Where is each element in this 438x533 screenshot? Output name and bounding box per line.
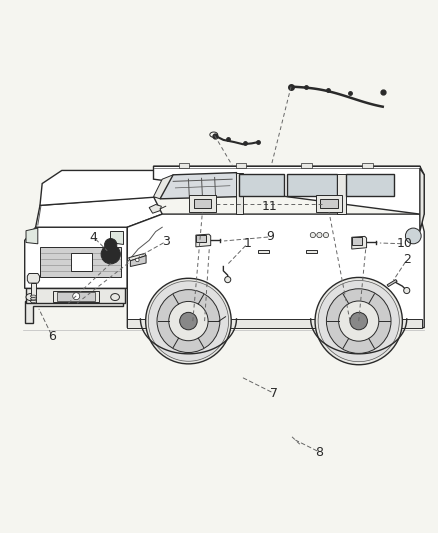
Polygon shape [127, 319, 422, 328]
Polygon shape [40, 171, 162, 205]
Polygon shape [196, 235, 206, 243]
Circle shape [225, 277, 231, 282]
Polygon shape [362, 163, 373, 168]
Circle shape [350, 312, 367, 330]
Ellipse shape [30, 300, 36, 303]
Circle shape [323, 232, 328, 238]
Polygon shape [153, 175, 175, 199]
Text: 4: 4 [90, 231, 98, 244]
Polygon shape [239, 174, 285, 196]
Ellipse shape [30, 298, 36, 300]
Text: 10: 10 [396, 237, 412, 251]
Polygon shape [387, 280, 397, 287]
Circle shape [169, 302, 208, 341]
Polygon shape [153, 166, 424, 214]
Polygon shape [25, 227, 127, 288]
Circle shape [146, 278, 231, 364]
Polygon shape [149, 205, 161, 213]
Circle shape [157, 289, 220, 352]
Polygon shape [287, 174, 337, 196]
Circle shape [310, 232, 315, 238]
Polygon shape [127, 214, 424, 328]
Polygon shape [35, 197, 162, 227]
Circle shape [406, 228, 421, 244]
Circle shape [105, 239, 117, 251]
Polygon shape [301, 163, 311, 168]
Ellipse shape [26, 294, 35, 301]
Polygon shape [25, 302, 123, 323]
Text: 2: 2 [403, 254, 411, 266]
Polygon shape [316, 195, 342, 212]
Circle shape [148, 281, 229, 361]
Text: 6: 6 [48, 330, 56, 343]
Polygon shape [179, 163, 189, 168]
Polygon shape [129, 253, 146, 261]
Polygon shape [27, 273, 39, 283]
Polygon shape [352, 236, 367, 249]
Ellipse shape [111, 294, 120, 301]
Polygon shape [26, 288, 125, 303]
Circle shape [180, 312, 197, 330]
Text: 11: 11 [262, 200, 278, 213]
Polygon shape [337, 174, 346, 214]
Polygon shape [160, 173, 239, 199]
Polygon shape [57, 292, 95, 301]
Text: 3: 3 [162, 235, 170, 248]
Circle shape [318, 280, 399, 362]
Text: 8: 8 [315, 446, 323, 458]
Polygon shape [71, 253, 92, 271]
Polygon shape [196, 234, 211, 247]
Polygon shape [189, 195, 215, 212]
Polygon shape [320, 199, 338, 208]
Polygon shape [346, 174, 394, 196]
Polygon shape [237, 173, 243, 214]
Polygon shape [31, 283, 36, 303]
Ellipse shape [30, 295, 36, 297]
Circle shape [101, 245, 120, 264]
Text: 1: 1 [244, 237, 251, 251]
Text: 7: 7 [269, 386, 278, 400]
Polygon shape [420, 168, 424, 231]
Circle shape [339, 301, 379, 341]
Polygon shape [26, 228, 38, 244]
Circle shape [136, 258, 139, 262]
Circle shape [315, 277, 403, 365]
Polygon shape [306, 250, 317, 253]
Polygon shape [131, 256, 146, 266]
Polygon shape [352, 237, 362, 245]
Polygon shape [53, 290, 99, 302]
Polygon shape [258, 250, 269, 253]
Text: 9: 9 [267, 230, 275, 243]
Circle shape [73, 293, 80, 300]
Polygon shape [194, 199, 211, 208]
Polygon shape [110, 231, 123, 244]
Polygon shape [236, 163, 246, 168]
Circle shape [404, 287, 410, 294]
Circle shape [326, 289, 391, 353]
Polygon shape [40, 247, 121, 277]
Circle shape [317, 232, 322, 238]
